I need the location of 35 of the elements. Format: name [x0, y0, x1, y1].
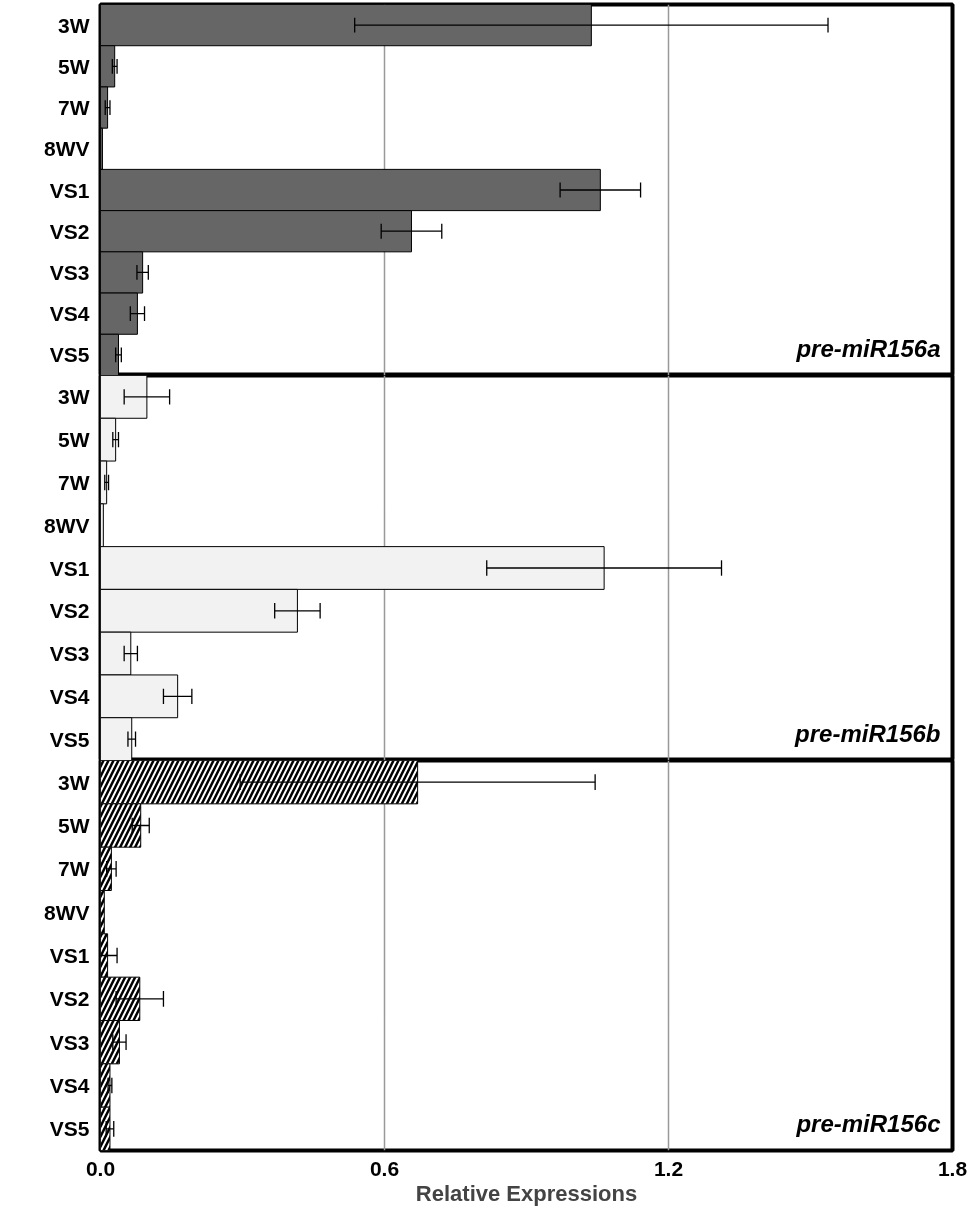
y-tick-label: VS1: [49, 556, 90, 580]
x-tick-label: 0.6: [369, 1156, 400, 1180]
y-tick-label: 5W: [58, 54, 90, 78]
y-tick-label: VS4: [49, 684, 90, 708]
y-tick-label: VS3: [49, 1030, 90, 1054]
y-tick-label: 7W: [58, 96, 90, 120]
y-tick-label: VS2: [49, 599, 90, 623]
annotation: pre-miR156a: [795, 334, 941, 362]
y-tick-label: 5W: [58, 814, 90, 837]
y-tick-label: 5W: [58, 428, 90, 452]
x-tick-label: 1.2: [653, 1156, 684, 1180]
y-tick-label: VS1: [49, 178, 90, 202]
y-tick-label: VS5: [49, 343, 90, 367]
y-tick-label: 7W: [58, 470, 90, 494]
y-tick-label: VS3: [49, 642, 90, 666]
y-tick-label: 8WV: [43, 513, 90, 537]
y-tick-label: VS3: [49, 260, 90, 284]
y-tick-label: VS4: [49, 302, 90, 326]
y-tick-label: VS1: [49, 944, 90, 967]
x-axis-title: Relative Expressions: [415, 1180, 638, 1206]
y-tick-label: VS2: [49, 219, 90, 243]
y-tick-label: 8WV: [43, 137, 90, 161]
annotation: pre-miR156b: [794, 719, 941, 747]
y-tick-label: 3W: [58, 385, 90, 409]
y-tick-label: 3W: [58, 770, 90, 794]
x-tick-label: 1.8: [937, 1156, 968, 1180]
x-tick-label: 0.0: [85, 1156, 116, 1180]
annotation: pre-miR156c: [795, 1109, 941, 1137]
y-tick-label: VS4: [49, 1074, 90, 1097]
y-tick-label: 8WV: [43, 900, 90, 924]
y-tick-label: VS5: [49, 727, 90, 751]
y-tick-label: VS2: [49, 987, 90, 1011]
y-tick-label: 3W: [58, 13, 90, 37]
y-tick-label: 7W: [58, 857, 90, 881]
y-tick-label: VS5: [49, 1117, 90, 1141]
